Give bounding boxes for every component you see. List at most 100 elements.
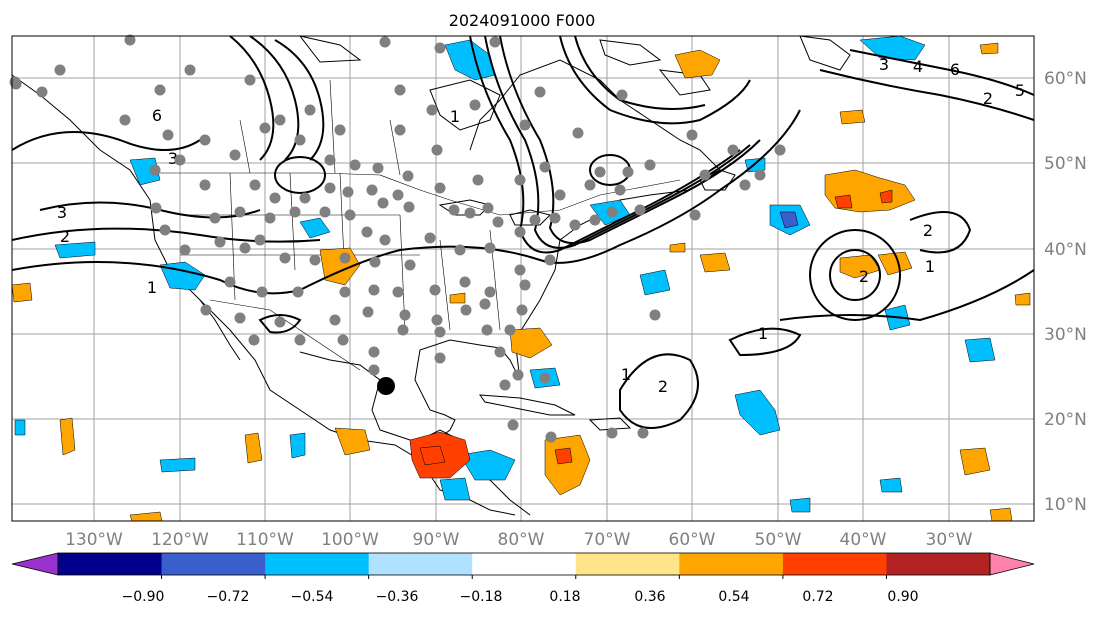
station-dot — [572, 127, 584, 139]
station-dot — [512, 369, 524, 381]
station-dot — [519, 279, 531, 291]
station-dot — [686, 129, 698, 141]
colorbar-segment — [265, 553, 370, 575]
station-dot — [434, 352, 446, 364]
station-dot — [339, 252, 351, 264]
station-dot — [174, 154, 186, 166]
colorbar-tick-label: −0.72 — [207, 589, 250, 605]
station-dot — [431, 144, 443, 156]
station-dot — [448, 204, 460, 216]
contour-label: 2 — [983, 89, 993, 108]
station-dot — [199, 179, 211, 191]
station-dot — [289, 206, 301, 218]
station-dot — [366, 184, 378, 196]
station-dot — [294, 334, 306, 346]
station-dot — [149, 164, 161, 176]
station-dot — [234, 206, 246, 218]
station-dot — [361, 226, 373, 238]
station-dot — [529, 214, 541, 226]
colorbar-extend-high — [989, 552, 1035, 576]
station-dot — [368, 284, 380, 296]
station-dot — [342, 186, 354, 198]
station-dot — [569, 219, 581, 231]
colorbar-tick-label: 0.72 — [802, 589, 833, 605]
station-dot — [54, 64, 66, 76]
contour-label: 1 — [450, 107, 460, 126]
station-dot — [379, 234, 391, 246]
station-dot — [584, 179, 596, 191]
contour-label: 1 — [758, 324, 768, 343]
station-dot — [379, 36, 391, 48]
station-dot — [154, 84, 166, 96]
station-dot — [214, 236, 226, 248]
station-dot — [324, 182, 336, 194]
station-dot — [224, 276, 236, 288]
contour-lines — [11, 35, 1035, 429]
station-dot — [489, 36, 501, 48]
colorbar-tick-label: −0.18 — [460, 589, 503, 605]
station-dot — [739, 179, 751, 191]
shaded-anomalies — [11, 35, 1031, 522]
station-dot — [319, 206, 331, 218]
colorbar-segment — [575, 553, 680, 575]
station-dot — [292, 286, 304, 298]
colorbar-tick-label: 0.18 — [549, 589, 580, 605]
station-dot — [209, 212, 221, 224]
colorbar-segment — [679, 553, 784, 575]
colorbar-tick-label: 0.36 — [634, 589, 665, 605]
station-markers — [9, 34, 786, 443]
colorbar-tick-label: 0.90 — [887, 589, 918, 605]
station-dot — [514, 226, 526, 238]
station-dot — [434, 326, 446, 338]
colorbar-tick-labels: −0.90 −0.72 −0.54 −0.36 −0.18 0.18 0.36 … — [122, 589, 919, 605]
lon-label: 70°W — [584, 530, 631, 550]
station-dot — [554, 189, 566, 201]
station-dot — [699, 169, 711, 181]
station-dot — [229, 149, 241, 161]
colorbar-extend-low — [11, 552, 59, 576]
station-dot — [274, 114, 286, 126]
map-frame — [11, 35, 1035, 522]
station-dot — [392, 189, 404, 201]
station-dot — [10, 78, 22, 90]
station-dot — [549, 212, 561, 224]
colorbar-segment — [161, 553, 266, 575]
station-dot — [479, 298, 491, 310]
station-dot — [472, 174, 484, 186]
contour-label: 3 — [168, 149, 178, 168]
station-dot — [481, 324, 493, 336]
colorbar-segment — [782, 553, 887, 575]
contour-label: 6 — [950, 60, 960, 79]
station-dot — [634, 204, 646, 216]
station-dot — [179, 244, 191, 256]
station-dot — [594, 166, 606, 178]
station-dot — [264, 212, 276, 224]
contour-label: 1 — [621, 365, 631, 384]
lon-label: 30°W — [926, 530, 973, 550]
station-dot — [200, 304, 212, 316]
lon-label: 130°W — [65, 530, 123, 550]
station-dot — [344, 209, 356, 221]
contour-label: 1 — [925, 257, 935, 276]
station-dot — [492, 216, 504, 228]
station-dot — [299, 192, 311, 204]
station-dot — [434, 42, 446, 54]
station-dot — [369, 256, 381, 268]
station-dot — [199, 134, 211, 146]
station-dot — [184, 64, 196, 76]
lat-label: 50°N — [1044, 154, 1087, 174]
station-dot — [539, 372, 551, 384]
station-dot — [606, 206, 618, 218]
station-dot — [162, 129, 174, 141]
station-dot — [494, 346, 506, 358]
station-dot — [304, 104, 316, 116]
station-dot — [334, 124, 346, 136]
station-dot — [36, 86, 48, 98]
contour-label: 3 — [879, 55, 889, 74]
station-dot — [426, 104, 438, 116]
contour-label: 2 — [60, 227, 70, 246]
contour-label: 2 — [658, 377, 668, 396]
lon-label: 60°W — [669, 530, 716, 550]
station-dot — [516, 304, 528, 316]
